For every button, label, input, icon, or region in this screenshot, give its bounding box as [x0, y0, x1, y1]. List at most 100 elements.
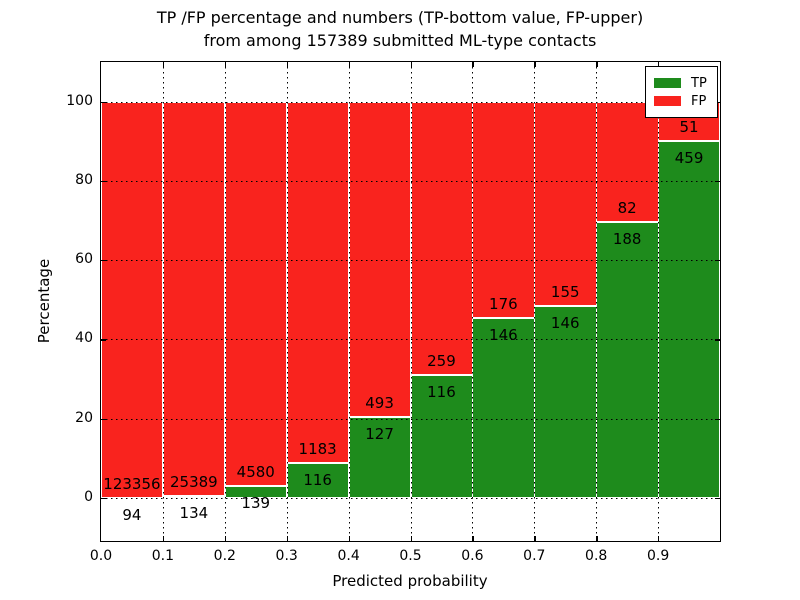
- bar-segment-fp: [410, 101, 473, 376]
- gridline-vertical: [224, 62, 226, 541]
- gridline-vertical: [348, 62, 350, 541]
- gridline-vertical: [410, 62, 412, 541]
- tp-count-label: 134: [179, 503, 209, 522]
- bar-segment-tp: [534, 305, 597, 498]
- y-tick-mark: [715, 260, 720, 262]
- x-tick-mark: [286, 536, 289, 541]
- bar-segment-tp: [472, 318, 535, 498]
- bar-segment-tp: [286, 462, 350, 498]
- fp-count-label: 25389: [169, 473, 218, 492]
- fp-count-label: 4580: [236, 463, 275, 482]
- y-tick-mark: [101, 498, 106, 500]
- bar-segment-fp: [596, 101, 659, 222]
- fp-count-label: 123356: [103, 474, 161, 493]
- fp-count-label: 82: [617, 199, 637, 218]
- bar-segment-tp: [658, 141, 720, 498]
- fp-count-label: 155: [550, 282, 580, 301]
- bar-segment-fp: [286, 101, 350, 463]
- bar-segment-tp: [596, 221, 659, 498]
- y-tick-mark: [715, 180, 720, 183]
- x-tick-mark: [348, 62, 350, 67]
- x-tick-mark: [162, 62, 165, 67]
- y-tick-label: 20: [75, 409, 93, 426]
- x-tick-mark: [410, 536, 412, 541]
- tp-count-label: 94: [122, 505, 142, 524]
- legend-label: TP: [691, 75, 707, 91]
- bar-segment-fp: [162, 101, 226, 496]
- tp-count-label: 127: [365, 424, 394, 443]
- tp-count-label: 116: [303, 470, 332, 489]
- y-tick-label: 40: [75, 330, 93, 347]
- bar-segment-fp: [224, 101, 288, 487]
- x-tick-label: 0.8: [585, 548, 608, 564]
- bar-segment-fp: [534, 101, 597, 306]
- x-tick-mark: [596, 62, 598, 67]
- y-tick-label: 0: [84, 489, 93, 505]
- y-tick-mark: [101, 101, 106, 103]
- tp-count-label: 146: [489, 326, 518, 345]
- fp-count-label: 1183: [298, 439, 337, 458]
- x-tick-mark: [286, 62, 289, 67]
- gridline-vertical: [162, 62, 164, 541]
- fp-count-label: 176: [489, 295, 518, 314]
- x-axis-title: Predicted probability: [332, 572, 488, 590]
- y-tick-label: 80: [75, 171, 93, 188]
- y-tick-mark: [715, 339, 720, 341]
- x-tick-label: 0.1: [151, 548, 175, 564]
- legend-item-tp: TP: [654, 74, 709, 92]
- tp-color-swatch: [654, 78, 681, 88]
- x-tick-label: 0.7: [523, 548, 546, 564]
- x-tick-mark: [472, 62, 474, 67]
- legend-label: FP: [691, 93, 707, 109]
- x-tick-mark: [162, 536, 165, 541]
- fp-count-label: 51: [679, 118, 699, 137]
- gridline-vertical: [658, 62, 660, 541]
- tp-count-label: 139: [241, 494, 271, 513]
- x-tick-mark: [472, 536, 474, 541]
- gridline-vertical: [286, 62, 288, 541]
- x-tick-label: 0.9: [646, 548, 670, 564]
- gridline-vertical: [596, 62, 598, 541]
- tp-count-label: 146: [550, 313, 580, 332]
- x-tick-label: 0.0: [89, 548, 113, 564]
- tp-count-label: 116: [427, 383, 456, 402]
- x-tick-mark: [410, 62, 412, 67]
- gridline-vertical: [472, 62, 474, 541]
- x-tick-mark: [596, 536, 598, 541]
- chart-title-line1: TP /FP percentage and numbers (TP-bottom…: [156, 8, 644, 27]
- y-tick-mark: [101, 180, 106, 183]
- bar-segment-fp: [472, 101, 535, 319]
- y-tick-mark: [101, 260, 106, 262]
- tp-count-label: 188: [612, 229, 642, 248]
- bar-segment-tp: [410, 375, 473, 498]
- y-tick-mark: [715, 418, 720, 421]
- y-axis-title: Percentage: [35, 258, 53, 344]
- chart-title: TP /FP percentage and numbers (TP-bottom…: [0, 6, 800, 52]
- y-tick-mark: [715, 498, 720, 500]
- x-tick-label: 0.6: [461, 548, 484, 564]
- x-tick-mark: [224, 536, 227, 541]
- y-tick-mark: [101, 418, 106, 421]
- fp-count-label: 493: [365, 393, 394, 412]
- x-tick-mark: [658, 536, 660, 541]
- x-tick-mark: [658, 62, 660, 67]
- legend-item-fp: FP: [654, 92, 709, 110]
- x-tick-mark: [224, 62, 227, 67]
- bar-segment-fp: [101, 101, 164, 498]
- x-tick-mark: [534, 62, 536, 67]
- tp-count-label: 459: [674, 149, 704, 168]
- x-tick-mark: [348, 536, 350, 541]
- fp-count-label: 259: [427, 352, 456, 371]
- x-tick-label: 0.3: [275, 548, 298, 564]
- x-tick-label: 0.4: [337, 548, 360, 564]
- x-tick-mark: [534, 536, 536, 541]
- chart-title-line2: from among 157389 submitted ML-type cont…: [203, 31, 597, 50]
- bar-segment-fp: [348, 101, 411, 417]
- gridline-vertical: [534, 62, 536, 541]
- y-tick-label: 60: [75, 251, 93, 268]
- y-tick-label: 100: [66, 92, 93, 109]
- plot-area: 123356 94 25389 134 4580 139 1183 116 493 127 259 1…: [101, 62, 720, 541]
- x-tick-label: 0.2: [213, 548, 236, 564]
- legend: TP FP: [645, 66, 718, 118]
